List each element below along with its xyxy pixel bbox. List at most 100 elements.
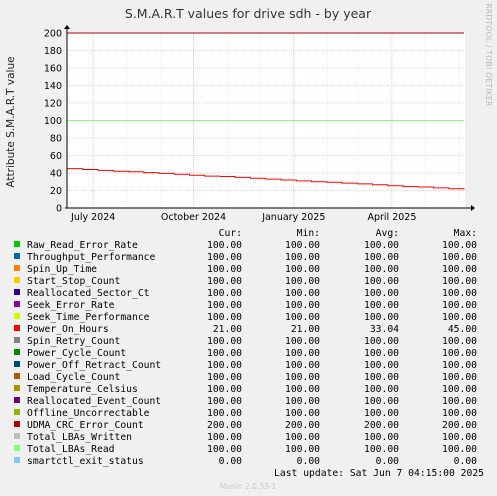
- legend-series-name: Power_Cycle_Count: [27, 348, 126, 359]
- legend-swatch: [14, 313, 20, 319]
- legend-series-name: Seek_Time_Performance: [27, 312, 150, 323]
- legend-value: 100.00: [442, 396, 477, 407]
- legend-value: 100.00: [442, 336, 477, 347]
- x-axis-arrow: [471, 205, 475, 211]
- legend-value: 100.00: [442, 264, 477, 275]
- legend-swatch: [14, 301, 20, 307]
- legend-value: 100.00: [364, 384, 399, 395]
- legend-series-name: Reallocated_Event_Count: [27, 396, 161, 407]
- legend-value: 100.00: [207, 360, 242, 371]
- legend-series-name: Spin_Retry_Count: [27, 336, 120, 347]
- legend-value: 0.00: [376, 456, 399, 467]
- legend-value: 100.00: [207, 384, 242, 395]
- y-tick-label: 0: [56, 204, 62, 215]
- legend-value: 100.00: [285, 264, 320, 275]
- legend-value: 100.00: [285, 240, 320, 251]
- x-tick-label: October 2024: [161, 212, 226, 223]
- legend-swatch: [14, 385, 20, 391]
- legend-series-name: Spin_Up_Time: [27, 264, 97, 275]
- y-tick-labels: 0 20 40 60 80 100 120 140 160 180 200: [44, 29, 62, 215]
- legend-swatch: [14, 289, 20, 295]
- legend-value: 100.00: [207, 240, 242, 251]
- y-axis-label: Attribute S.M.A.R.T value: [5, 56, 17, 187]
- series-line: [67, 168, 465, 190]
- legend-value: 100.00: [442, 384, 477, 395]
- legend-value: 100.00: [364, 252, 399, 263]
- legend-swatch: [14, 325, 20, 331]
- legend-value: 100.00: [207, 408, 242, 419]
- legend-value: 100.00: [207, 300, 242, 311]
- legend-value: 100.00: [442, 432, 477, 443]
- x-tick-label: April 2025: [367, 212, 416, 223]
- legend-value: 100.00: [285, 432, 320, 443]
- legend-value: 100.00: [285, 372, 320, 383]
- y-tick-label: 20: [50, 186, 62, 197]
- legend-value: 100.00: [364, 432, 399, 443]
- legend-value: 100.00: [285, 276, 320, 287]
- legend-value: 100.00: [364, 348, 399, 359]
- legend-column-header: Max:: [454, 228, 477, 239]
- legend-value: 200.00: [207, 420, 242, 431]
- legend-series-name: Total_LBAs_Written: [27, 432, 132, 443]
- x-tick-labels: July 2024 October 2024 January 2025 April 2…: [70, 212, 416, 223]
- legend-value: 100.00: [207, 312, 242, 323]
- legend-swatch: [14, 241, 20, 247]
- legend-value: 100.00: [442, 372, 477, 383]
- y-tick-label: 200: [44, 29, 62, 40]
- legend-swatch: [14, 445, 20, 451]
- y-tick-label: 140: [44, 81, 62, 92]
- legend-value: 100.00: [442, 408, 477, 419]
- legend-value: 100.00: [285, 360, 320, 371]
- legend-column-header: Cur:: [219, 228, 242, 239]
- munin-footer: Munin 2.0.33-1: [220, 482, 277, 491]
- legend-column-header: Avg:: [376, 228, 399, 239]
- legend-series-name: Reallocated_Sector_Ct: [27, 288, 149, 299]
- legend-value: 200.00: [364, 420, 399, 431]
- y-tick-label: 160: [44, 64, 62, 75]
- legend-value: 21.00: [291, 324, 320, 335]
- legend-series-name: Seek_Error_Rate: [27, 300, 115, 311]
- legend-value: 100.00: [442, 288, 477, 299]
- y-axis-arrow: [64, 25, 70, 29]
- legend-value: 100.00: [442, 300, 477, 311]
- legend-value: 100.00: [442, 360, 477, 371]
- legend-series-name: smartctl_exit_status: [27, 456, 144, 467]
- y-tick-label: 180: [44, 46, 62, 57]
- legend-series-name: UDMA_CRC_Error_Count: [27, 420, 144, 431]
- legend-value: 100.00: [364, 408, 399, 419]
- legend-value: 100.00: [285, 348, 320, 359]
- legend-value: 100.00: [364, 276, 399, 287]
- legend-value: 21.00: [213, 324, 242, 335]
- legend-column-header: Min:: [297, 228, 320, 239]
- legend-value: 100.00: [364, 360, 399, 371]
- legend-value: 200.00: [442, 420, 477, 431]
- legend-value: 0.00: [219, 456, 242, 467]
- legend-swatch: [14, 457, 20, 463]
- axes: [64, 25, 475, 211]
- legend-swatch: [14, 409, 20, 415]
- legend-series-name: Power_Off_Retract_Count: [27, 360, 161, 371]
- legend-value: 100.00: [364, 372, 399, 383]
- y-tick-label: 40: [50, 169, 62, 180]
- legend-value: 100.00: [364, 396, 399, 407]
- legend-series-name: Power_On_Hours: [27, 324, 109, 335]
- legend-value: 100.00: [207, 396, 242, 407]
- legend-value: 100.00: [207, 252, 242, 263]
- legend-value: 100.00: [442, 276, 477, 287]
- legend-swatch: [14, 277, 20, 283]
- legend-value: 100.00: [207, 276, 242, 287]
- legend-series-name: Throughput_Performance: [27, 252, 155, 263]
- legend-value: 100.00: [285, 252, 320, 263]
- legend-value: 100.00: [364, 288, 399, 299]
- legend-value: 100.00: [285, 288, 320, 299]
- legend-value: 100.00: [207, 444, 242, 455]
- legend-value: 0.00: [454, 456, 477, 467]
- legend-value: 100.00: [207, 336, 242, 347]
- legend-value: 100.00: [207, 264, 242, 275]
- legend-swatch: [14, 265, 20, 271]
- legend-value: 100.00: [285, 336, 320, 347]
- x-tick-label: January 2025: [261, 212, 325, 223]
- legend-value: 100.00: [207, 288, 242, 299]
- legend-value: 100.00: [442, 240, 477, 251]
- legend-value: 100.00: [364, 336, 399, 347]
